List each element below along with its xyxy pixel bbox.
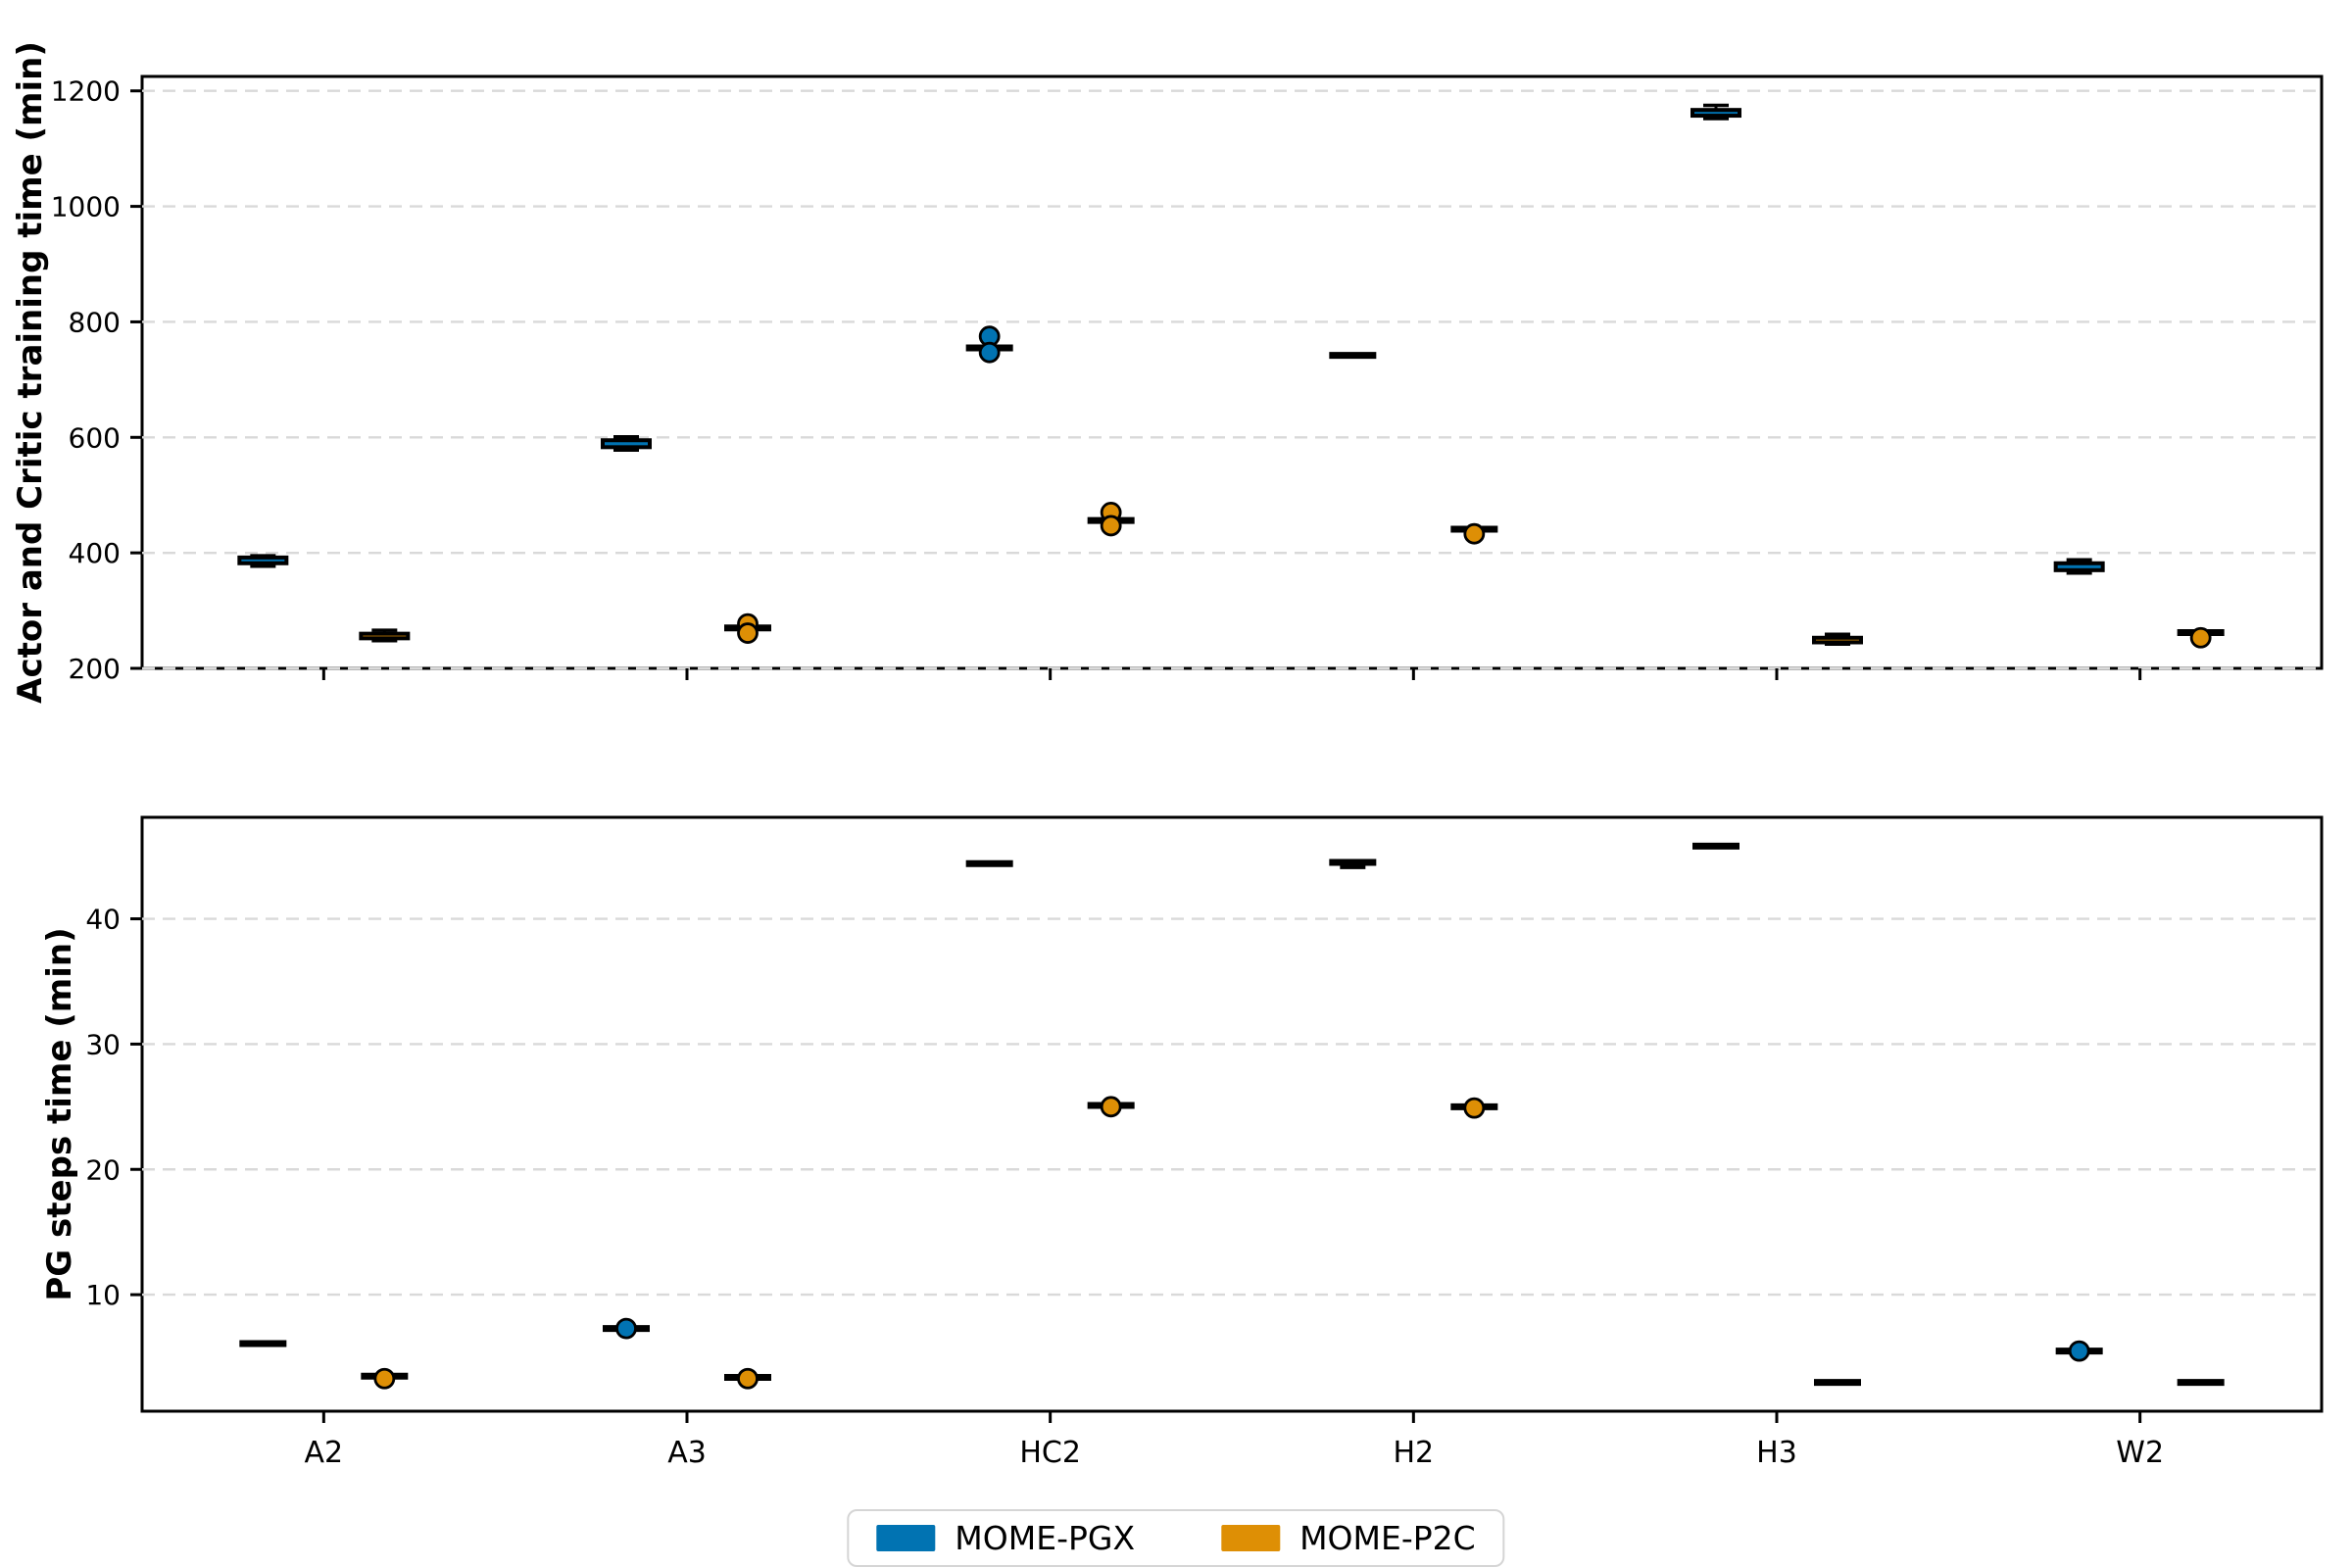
axes-frame [140,815,2324,1413]
box-MOME-P2C-A2 [359,631,411,641]
y-tick-label: 400 [69,537,121,569]
y-tick-label: 800 [69,306,121,338]
legend-swatch-blue [876,1525,936,1551]
legend-item-mome-pgx: MOME-PGX [876,1522,1135,1554]
box-MOME-PGX-H3 [1690,108,1741,119]
flier-MOME-P2C-HC2 [1100,1096,1122,1118]
flier-MOME-P2C-H2 [1463,1097,1486,1119]
flier-MOME-PGX-W2 [2068,1340,2090,1362]
flier-MOME-P2C-A3 [737,622,759,644]
box-MOME-PGX-A3 [601,438,652,450]
box-MOME-PGX-A2 [237,555,289,565]
legend-swatch-orange [1221,1525,1281,1551]
y-tick-label: 30 [85,1028,121,1060]
legend-label-mome-p2c: MOME-P2C [1299,1519,1476,1557]
y-tick-label: 600 [69,421,121,454]
x-tick-label: A2 [305,1436,344,1470]
flier-MOME-P2C-A3 [737,1367,759,1390]
box-MOME-PGX-W2 [2053,561,2105,572]
x-tick-label: A3 [667,1436,707,1470]
axes-frame [140,74,2324,670]
legend: MOME-PGX MOME-P2C [847,1509,1505,1567]
y-tick-label: 20 [85,1153,121,1186]
legend-item-mome-p2c: MOME-P2C [1221,1522,1476,1554]
y-tick-label: 1200 [51,75,121,108]
y-tick-label: 40 [85,904,121,936]
x-tick-label: H2 [1394,1436,1435,1470]
x-tick-label: HC2 [1019,1436,1081,1470]
flier-MOME-P2C-A2 [373,1367,396,1390]
y-tick-label: 10 [85,1279,121,1311]
box-MOME-P2C-H3 [1812,635,1863,645]
y-axis-label: Actor and Critic training time (min) [11,41,50,704]
x-tick-label: W2 [2116,1436,2164,1470]
y-axis-label: PG steps time (min) [40,927,79,1300]
flier-MOME-PGX-HC2 [978,341,1001,364]
flier-MOME-PGX-A3 [615,1317,637,1340]
x-tick-label: H3 [1756,1436,1797,1470]
y-tick-label: 200 [69,653,121,685]
y-tick-label: 1000 [51,191,121,223]
legend-label-mome-pgx: MOME-PGX [955,1519,1136,1557]
flier-MOME-P2C-W2 [2189,626,2212,649]
flier-MOME-P2C-H2 [1463,522,1486,545]
flier-MOME-P2C-HC2 [1100,514,1122,537]
